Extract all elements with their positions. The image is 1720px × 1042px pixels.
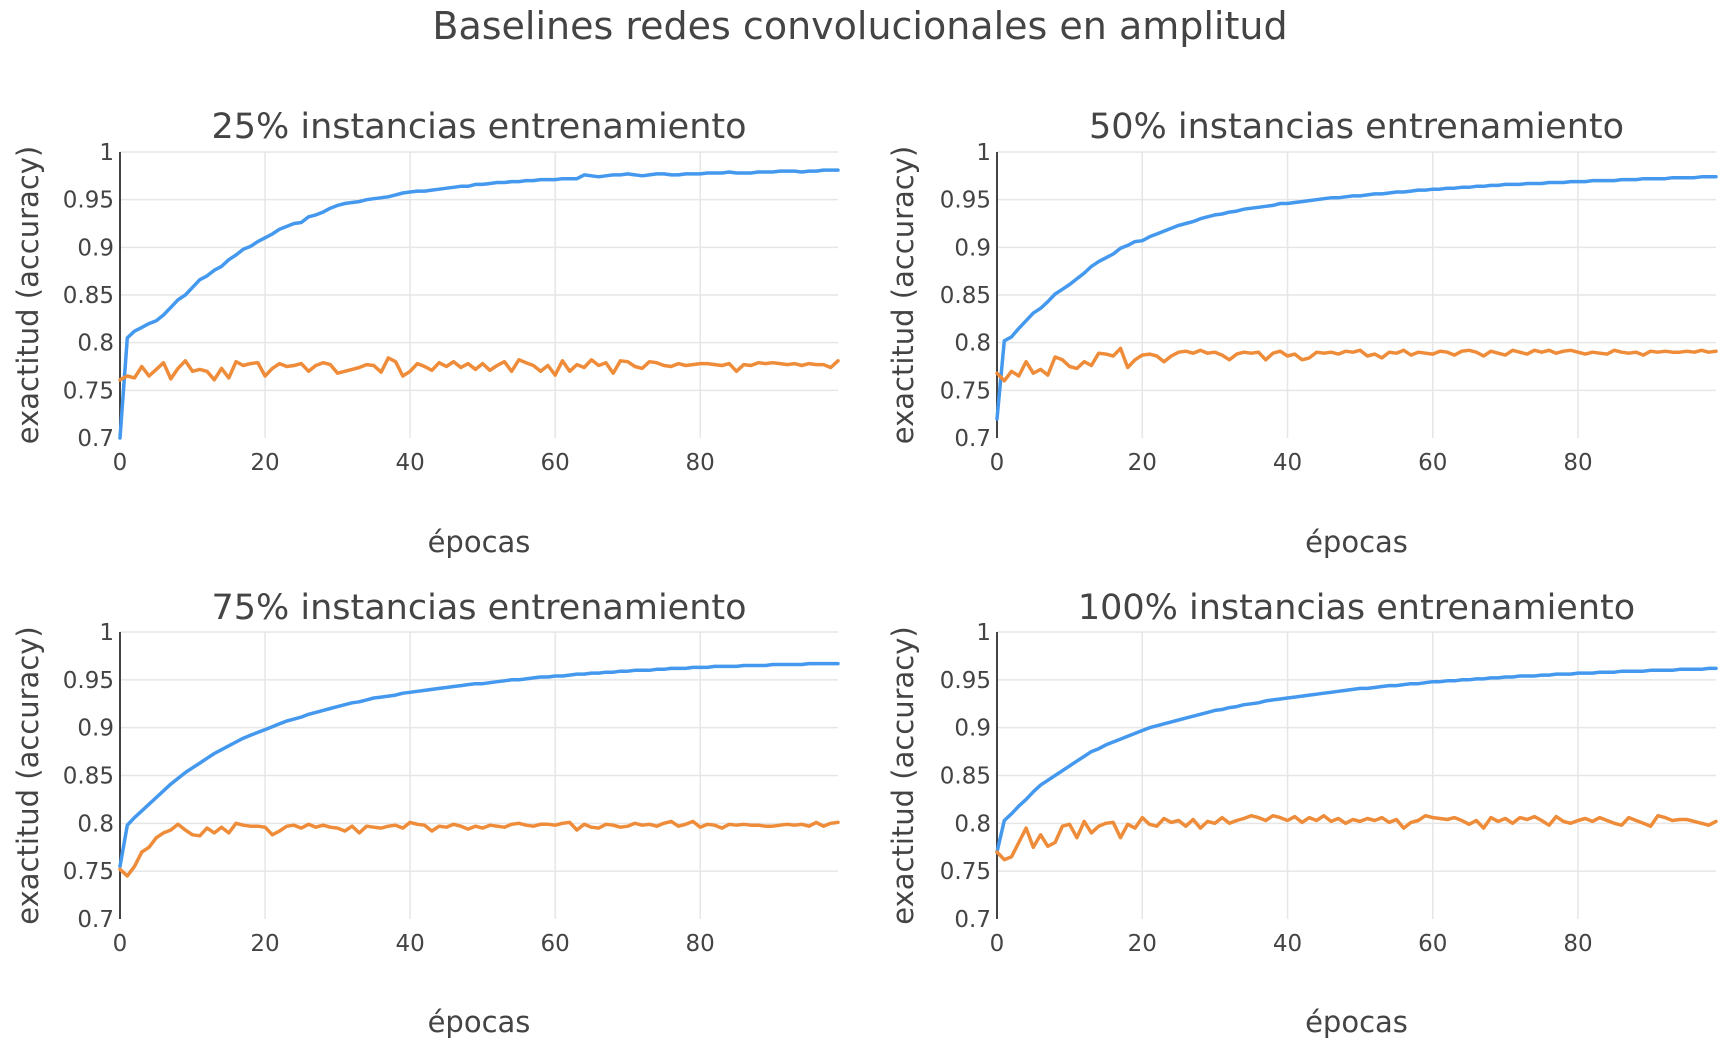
- x-tick-label: 40: [1273, 450, 1302, 476]
- y-tick-label: 0.9: [77, 235, 114, 261]
- y-tick-label: 1: [99, 140, 114, 166]
- subplot-title: 100% instancias entrenamiento: [1078, 588, 1635, 628]
- y-tick-label: 0.95: [63, 188, 114, 214]
- y-tick-label: 0.8: [954, 811, 991, 837]
- validation-line: [118, 819, 840, 878]
- subplot-title: 50% instancias entrenamiento: [1089, 107, 1624, 147]
- x-tick-label: 80: [1563, 450, 1592, 476]
- x-tick-label: 60: [1418, 450, 1447, 476]
- x-tick-label: 60: [1418, 931, 1447, 957]
- x-axis-title: épocas: [428, 525, 531, 559]
- y-tick-label: 0.95: [940, 668, 991, 694]
- y-tick-label: 0.85: [63, 283, 114, 309]
- y-tick-label: 1: [976, 140, 991, 166]
- y-tick-label: 0.7: [77, 907, 114, 933]
- x-tick-label: 0: [113, 450, 128, 476]
- train-line: [118, 168, 840, 440]
- x-tick-label: 20: [250, 450, 279, 476]
- y-tick-label: 0.75: [63, 859, 114, 885]
- y-tick-label: 0.9: [77, 716, 114, 742]
- x-axis-title: épocas: [1305, 525, 1408, 559]
- subplot-1: 0.7 0.75 0.8 0.85 0.9 0.95 1 0 20 40 60 80 25% insta…: [11, 107, 840, 559]
- x-tick-label: 80: [686, 450, 715, 476]
- x-axis-title: épocas: [1305, 1005, 1408, 1039]
- validation-line: [995, 813, 1718, 862]
- validation-line: [995, 346, 1718, 383]
- validation-line: [118, 356, 840, 382]
- y-tick-label: 1: [976, 620, 991, 646]
- y-tick-label: 0.85: [940, 764, 991, 790]
- y-tick-label: 0.8: [77, 811, 114, 837]
- y-tick-label: 1: [99, 620, 114, 646]
- y-tick-label: 0.95: [940, 188, 991, 214]
- y-tick-label: 0.9: [954, 716, 991, 742]
- y-axis-title: exactitud (accuracy): [11, 146, 45, 444]
- y-tick-label: 0.8: [77, 331, 114, 357]
- y-axis-title: exactitud (accuracy): [11, 626, 45, 924]
- subplot-3: 0.7 0.75 0.8 0.85 0.9 0.95 1 0 20 40 60 80 75% insta…: [11, 588, 840, 1039]
- x-tick-label: 80: [1563, 931, 1592, 957]
- y-tick-label: 0.75: [940, 378, 991, 404]
- y-tick-label: 0.7: [954, 426, 991, 452]
- x-tick-label: 20: [1128, 450, 1157, 476]
- y-tick-label: 0.85: [940, 283, 991, 309]
- train-line: [995, 666, 1718, 854]
- x-axis-title: épocas: [428, 1005, 531, 1039]
- train-line: [118, 661, 840, 869]
- y-tick-label: 0.75: [940, 859, 991, 885]
- y-tick-label: 0.9: [954, 235, 991, 261]
- y-tick-label: 0.85: [63, 764, 114, 790]
- y-tick-label: 0.8: [954, 331, 991, 357]
- subplot-2: 0.7 0.75 0.8 0.85 0.9 0.95 1 0 20 40 60 80 50% insta…: [886, 107, 1718, 559]
- x-tick-label: 40: [1273, 931, 1302, 957]
- y-tick-label: 0.7: [954, 907, 991, 933]
- y-tick-label: 0.95: [63, 668, 114, 694]
- x-tick-label: 20: [250, 931, 279, 957]
- y-tick-label: 0.75: [63, 378, 114, 404]
- x-tick-label: 0: [113, 931, 128, 957]
- y-axis-title: exactitud (accuracy): [886, 146, 920, 444]
- main-title: Baselines redes convolucionales en ampli…: [432, 4, 1288, 48]
- y-axis-title: exactitud (accuracy): [886, 626, 920, 924]
- y-tick-label: 0.7: [77, 426, 114, 452]
- x-tick-label: 0: [990, 450, 1005, 476]
- subplot-title: 25% instancias entrenamiento: [211, 107, 746, 147]
- x-tick-label: 20: [1128, 931, 1157, 957]
- x-tick-label: 40: [395, 450, 424, 476]
- subplot-title: 75% instancias entrenamiento: [211, 588, 746, 628]
- subplot-4: 0.7 0.75 0.8 0.85 0.9 0.95 1 0 20 40 60 80 100% inst…: [886, 588, 1718, 1039]
- x-tick-label: 80: [686, 931, 715, 957]
- x-tick-label: 40: [395, 931, 424, 957]
- x-tick-label: 60: [541, 931, 570, 957]
- x-tick-label: 0: [990, 931, 1005, 957]
- train-line: [995, 175, 1718, 421]
- x-tick-label: 60: [541, 450, 570, 476]
